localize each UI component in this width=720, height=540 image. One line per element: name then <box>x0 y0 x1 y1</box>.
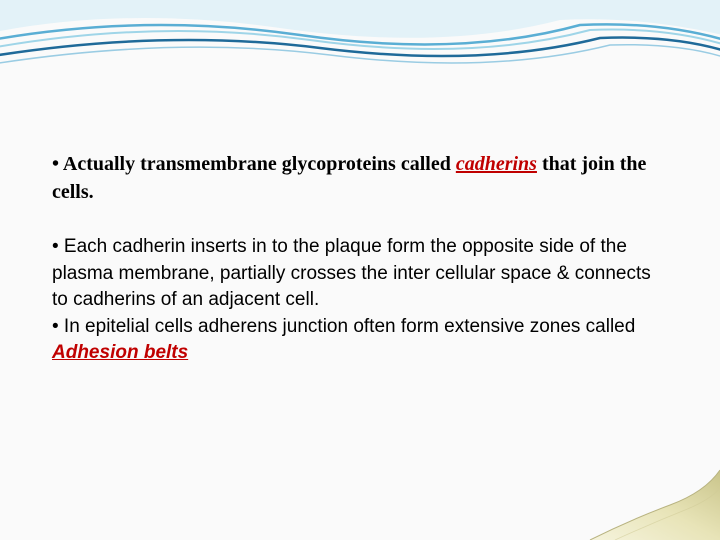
bullet-1-highlight: cadherins <box>456 153 537 175</box>
wave-header-decoration <box>0 0 720 90</box>
bullet-3-text-prefix: • In epitelial cells adherens junction o… <box>52 316 635 337</box>
bullet-point-2: • Each cadherin inserts in to the plaque… <box>52 234 668 314</box>
slide-content: • Actually transmembrane glycoproteins c… <box>52 150 668 367</box>
corner-curl-decoration <box>540 430 720 540</box>
bullet-3-highlight: Adhesion belts <box>52 342 188 363</box>
bullet-1-text-prefix: • Actually transmembrane glycoproteins c… <box>52 153 456 175</box>
bullet-point-1: • Actually transmembrane glycoproteins c… <box>52 150 668 206</box>
bullet-point-3: • In epitelial cells adherens junction o… <box>52 314 668 367</box>
